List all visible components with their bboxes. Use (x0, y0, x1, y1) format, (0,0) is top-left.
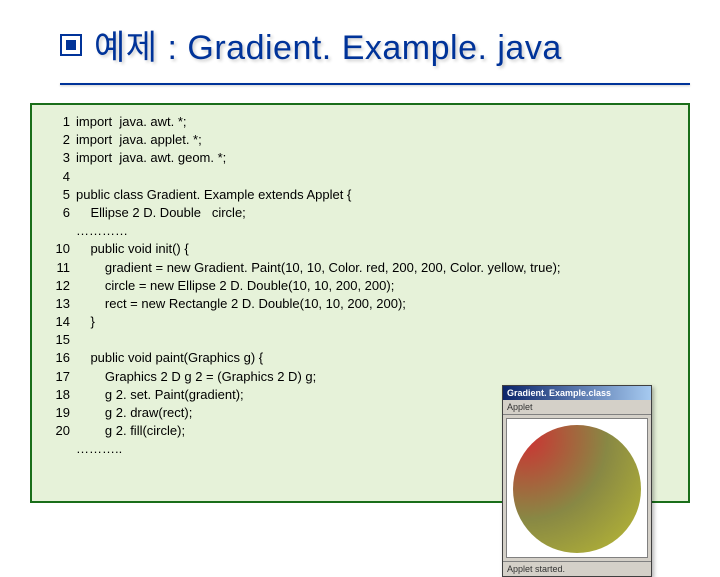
code-line: 13 rect = new Rectangle 2 D. Double(10, … (44, 295, 676, 313)
code-line: 1import java. awt. *; (44, 113, 676, 131)
slide-title: 예제 : Gradient. Example. java (94, 20, 562, 69)
code-box: 1import java. awt. *;2import java. apple… (30, 103, 690, 503)
applet-statusbar: Applet started. (503, 561, 651, 576)
applet-titlebar: Gradient. Example.class (503, 386, 651, 400)
applet-window: Gradient. Example.class Applet Applet st… (502, 385, 652, 577)
title-underline (60, 83, 690, 85)
code-line: 16 public void paint(Graphics g) { (44, 349, 676, 367)
code-line: 15 (44, 331, 676, 349)
code-line: 17 Graphics 2 D g 2 = (Graphics 2 D) g; (44, 368, 676, 386)
applet-menu: Applet (503, 400, 651, 415)
gradient-circle (513, 425, 641, 553)
code-line: 2import java. applet. *; (44, 131, 676, 149)
code-line: 5public class Gradient. Example extends … (44, 186, 676, 204)
code-line: 3import java. awt. geom. *; (44, 149, 676, 167)
code-line: 14 } (44, 313, 676, 331)
code-line: ………… (44, 222, 676, 240)
code-line: 12 circle = new Ellipse 2 D. Double(10, … (44, 277, 676, 295)
code-line: 4 (44, 168, 676, 186)
code-line: 11 gradient = new Gradient. Paint(10, 10… (44, 259, 676, 277)
title-bullet-icon (60, 34, 82, 56)
slide-header: 예제 : Gradient. Example. java (0, 0, 720, 79)
applet-canvas (506, 418, 648, 558)
code-line: 10 public void init() { (44, 240, 676, 258)
code-line: 6 Ellipse 2 D. Double circle; (44, 204, 676, 222)
